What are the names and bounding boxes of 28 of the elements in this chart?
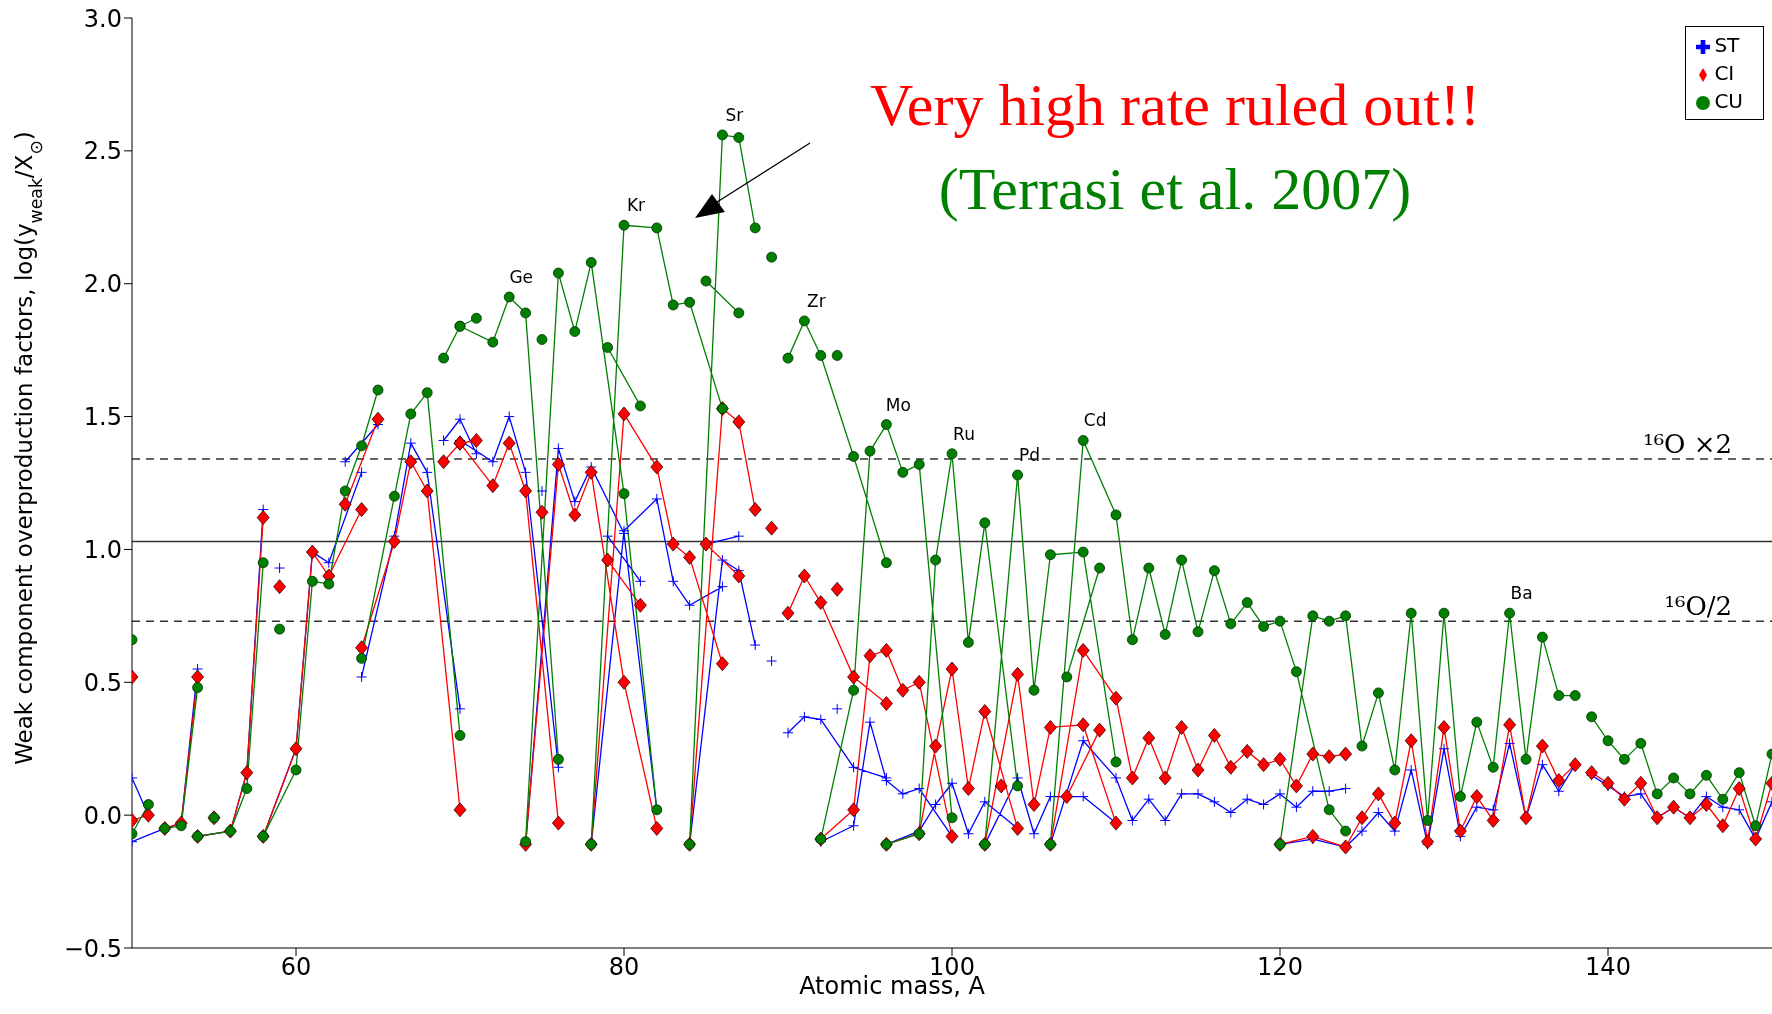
y-tick-label: 1.5 <box>83 403 122 432</box>
annotation: Very high rate ruled out!! <box>869 71 1481 140</box>
y-tick-label: 0.0 <box>83 801 122 830</box>
legend-label: CU <box>1714 89 1743 113</box>
y-tick-label: −0.5 <box>63 934 122 963</box>
annotation: Sr <box>725 104 744 125</box>
y-tick-label: 3.0 <box>83 4 122 33</box>
x-tick-label: 120 <box>1257 953 1303 982</box>
annotation: Mo <box>885 394 911 415</box>
legend-label: ST <box>1714 33 1740 57</box>
x-tick-label: 60 <box>280 953 312 982</box>
annotation: (Terrasi et al. 2007) <box>937 155 1413 224</box>
ref-line-label: ¹⁶O/2 <box>1664 591 1732 622</box>
annotation: Ge <box>509 267 534 287</box>
annotation: Kr <box>626 195 646 216</box>
ref-line-label: ¹⁶O ×2 <box>1643 429 1732 460</box>
y-tick-label: 2.0 <box>83 270 122 299</box>
annotation: Ru <box>953 423 975 444</box>
x-tick-label: 140 <box>1585 953 1631 982</box>
annotation: Pd <box>1019 445 1041 466</box>
annotation: Zr <box>807 290 826 311</box>
annotation: Ba <box>1510 583 1533 604</box>
annotation: Cd <box>1083 410 1107 431</box>
y-tick-label: 1.0 <box>83 535 122 564</box>
legend-label: CI <box>1714 61 1735 85</box>
y-tick-label: 2.5 <box>83 137 122 166</box>
y-tick-label: 0.5 <box>83 668 122 697</box>
x-tick-label: 80 <box>608 953 640 982</box>
